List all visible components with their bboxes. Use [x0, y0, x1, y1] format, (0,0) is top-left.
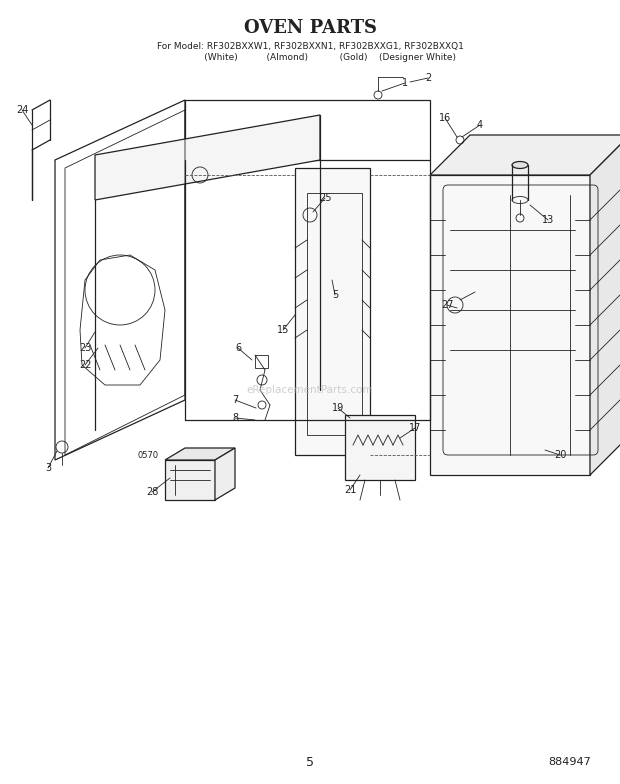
Ellipse shape — [512, 162, 528, 169]
Text: 20: 20 — [554, 450, 566, 460]
Text: 21: 21 — [344, 485, 356, 495]
Text: 3: 3 — [45, 463, 51, 473]
Text: 17: 17 — [409, 423, 421, 433]
Text: 13: 13 — [542, 215, 554, 225]
Text: 28: 28 — [146, 487, 158, 497]
Text: 24: 24 — [16, 105, 28, 115]
Text: 8: 8 — [232, 413, 238, 423]
Text: 5: 5 — [332, 290, 338, 300]
Text: 884947: 884947 — [549, 757, 591, 767]
Text: 15: 15 — [277, 325, 289, 335]
Text: 1: 1 — [402, 78, 408, 88]
Text: 5: 5 — [306, 756, 314, 768]
Polygon shape — [295, 168, 370, 455]
Text: 0570: 0570 — [138, 451, 159, 459]
Polygon shape — [430, 135, 620, 175]
Text: 16: 16 — [439, 113, 451, 123]
Text: 4: 4 — [477, 120, 483, 130]
Polygon shape — [430, 175, 590, 475]
Text: 22: 22 — [79, 360, 91, 370]
Text: 19: 19 — [332, 403, 344, 413]
Text: 6: 6 — [235, 343, 241, 353]
Polygon shape — [95, 115, 320, 200]
Text: (White)          (Almond)           (Gold)    (Designer White): (White) (Almond) (Gold) (Designer White) — [164, 53, 456, 61]
Text: 7: 7 — [232, 395, 238, 405]
Polygon shape — [345, 415, 415, 480]
Text: 2: 2 — [425, 73, 431, 83]
Text: For Model: RF302BXXW1, RF302BXXN1, RF302BXXG1, RF302BXXQ1: For Model: RF302BXXW1, RF302BXXN1, RF302… — [157, 42, 463, 50]
Text: 27: 27 — [441, 300, 453, 310]
Text: OVEN PARTS: OVEN PARTS — [244, 19, 376, 37]
Text: eReplacementParts.com: eReplacementParts.com — [247, 385, 373, 395]
Text: 23: 23 — [79, 343, 91, 353]
Text: 25: 25 — [319, 193, 331, 203]
Polygon shape — [215, 448, 235, 500]
Polygon shape — [165, 460, 215, 500]
Polygon shape — [165, 448, 235, 460]
Polygon shape — [590, 135, 620, 475]
